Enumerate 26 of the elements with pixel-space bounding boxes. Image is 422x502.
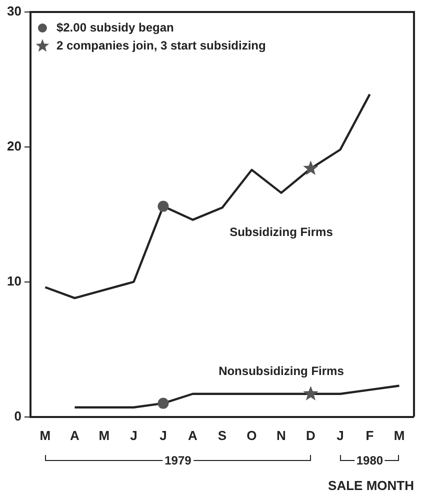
y-tick-label: 10	[6, 273, 22, 288]
point	[303, 160, 318, 175]
x-tick-label: O	[246, 428, 257, 444]
x-tick-label: J	[130, 428, 138, 444]
x-tick-label: A	[188, 428, 198, 444]
series-label: Nonsubsidizing Firms	[218, 364, 344, 378]
point	[158, 398, 169, 409]
x-tick-label: F	[366, 428, 374, 444]
x-tick-label: J	[160, 428, 167, 444]
x-axis-title: SALE MONTH	[328, 478, 414, 493]
y-tick-label: 20	[6, 138, 22, 154]
point	[303, 386, 318, 400]
x-tick-label: D	[306, 428, 316, 444]
x-tick-label: S	[218, 428, 227, 444]
x-tick-label: M	[98, 428, 110, 444]
point	[158, 200, 169, 212]
x-tick-label: A	[70, 428, 80, 444]
x-tick-label: M	[40, 428, 51, 444]
legend-label: $2.00 subsidy began	[56, 20, 174, 34]
series-label: Subsidizing Firms	[230, 225, 334, 240]
x-tick-label: N	[276, 428, 286, 444]
legend-label: 2 companies join, 3 start subsidizing	[56, 38, 266, 52]
x-tick-label: J	[336, 428, 344, 444]
y-tick-label: 0	[14, 408, 22, 424]
y-tick-label: 30	[6, 4, 22, 19]
x-tick-label: M	[394, 428, 405, 444]
